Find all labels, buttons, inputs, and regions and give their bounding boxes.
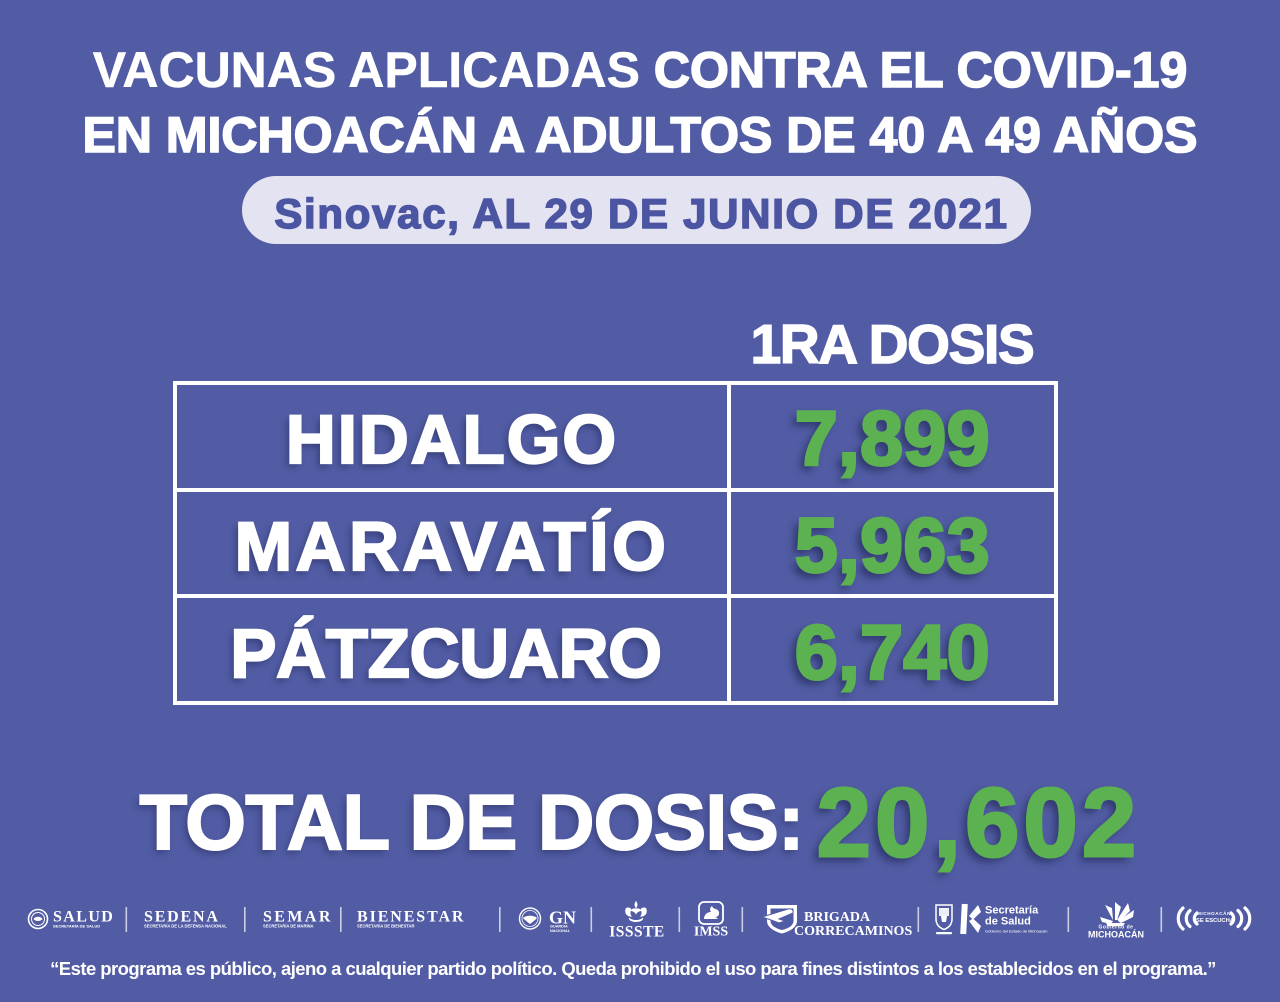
svg-text:GUARDIA: GUARDIA bbox=[550, 925, 568, 929]
svg-text:BIENESTAR: BIENESTAR bbox=[357, 909, 465, 926]
svg-text:SE ESCUCHA: SE ESCUCHA bbox=[1196, 918, 1235, 924]
svg-text:IMSS: IMSS bbox=[694, 925, 728, 940]
svg-text:CORRECAMINOS: CORRECAMINOS bbox=[794, 924, 912, 939]
svg-text:NACIONAL: NACIONAL bbox=[550, 929, 571, 933]
svg-text:SALUD: SALUD bbox=[53, 909, 114, 926]
svg-text:Gobierno del Estado de Michoac: Gobierno del Estado de Michoacán bbox=[985, 929, 1047, 934]
svg-text:de Salud: de Salud bbox=[985, 916, 1031, 928]
svg-text:BRIGADA: BRIGADA bbox=[804, 910, 871, 925]
svg-text:MICHOACÁN: MICHOACÁN bbox=[1088, 930, 1144, 940]
svg-text:SEDENA: SEDENA bbox=[144, 909, 220, 926]
svg-text:SECRETARÍA DE SALUD: SECRETARÍA DE SALUD bbox=[53, 924, 100, 929]
svg-text:GN: GN bbox=[549, 908, 576, 928]
svg-text:SEMAR: SEMAR bbox=[263, 909, 333, 926]
svg-text:MICHOACÁN: MICHOACÁN bbox=[1197, 910, 1231, 916]
svg-text:ISSSTE: ISSSTE bbox=[609, 924, 665, 941]
svg-text:SECRETARÍA DE LA DEFENSA NACIO: SECRETARÍA DE LA DEFENSA NACIONAL bbox=[144, 924, 227, 929]
svg-text:Secretaría: Secretaría bbox=[985, 905, 1039, 917]
svg-text:SECRETARÍA DE BIENESTAR: SECRETARÍA DE BIENESTAR bbox=[357, 924, 415, 929]
svg-text:SECRETARÍA DE MARINA: SECRETARÍA DE MARINA bbox=[263, 924, 314, 929]
svg-text:Gobierno de: Gobierno de bbox=[1099, 925, 1134, 931]
